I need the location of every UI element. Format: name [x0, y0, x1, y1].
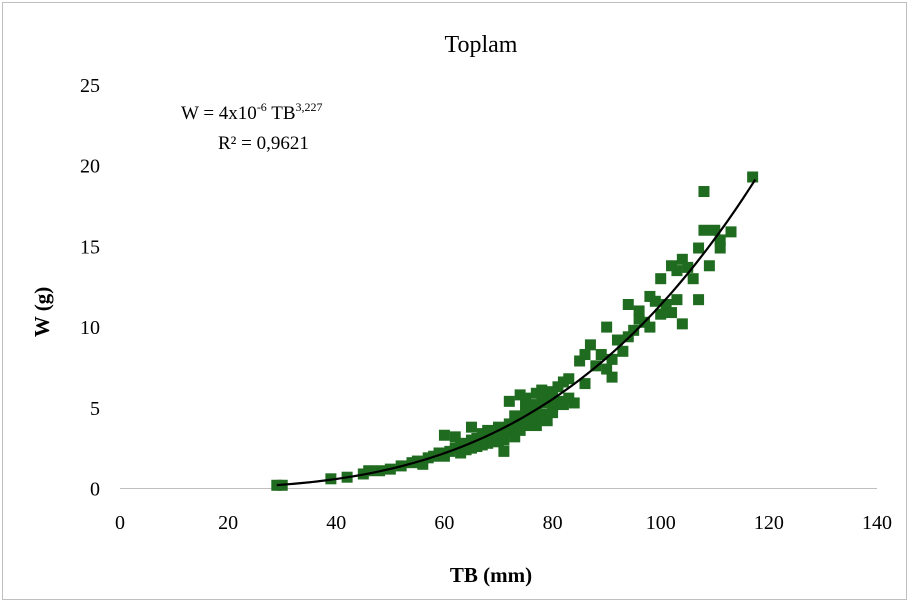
data-point — [503, 395, 515, 407]
data-point — [693, 294, 705, 306]
data-point — [660, 299, 672, 311]
data-point — [606, 371, 618, 383]
data-point — [557, 399, 569, 411]
chart-title: Toplam — [445, 32, 518, 58]
equation-exponent-1: -6 — [257, 100, 267, 114]
data-point — [655, 273, 667, 285]
data-point — [601, 363, 613, 375]
x-tick-label: 0 — [115, 512, 125, 534]
data-point — [617, 345, 629, 357]
data-point — [541, 415, 553, 427]
y-tick-label: 10 — [80, 317, 100, 339]
data-point — [568, 397, 580, 409]
data-point — [714, 242, 726, 254]
data-point — [666, 307, 678, 319]
x-tick-label: 80 — [543, 512, 563, 534]
data-point — [655, 308, 667, 320]
data-point — [693, 242, 705, 254]
data-point — [644, 321, 656, 333]
data-point — [698, 186, 710, 198]
data-point — [579, 349, 591, 361]
y-tick-label: 25 — [80, 75, 100, 97]
r-squared-label: R² = 0,9621 — [218, 133, 309, 154]
data-point — [547, 389, 559, 401]
data-point — [606, 353, 618, 365]
data-point — [725, 226, 737, 238]
y-tick-label: 15 — [80, 236, 100, 258]
y-tick-label: 0 — [90, 479, 100, 501]
data-point — [498, 445, 510, 457]
x-tick-label: 20 — [218, 512, 238, 534]
data-point — [698, 224, 710, 236]
x-axis-label: TB (mm) — [450, 563, 532, 587]
data-point — [498, 434, 510, 446]
y-tick-label: 20 — [80, 156, 100, 178]
equation-prefix: W = 4x10 — [181, 103, 257, 124]
x-tick-label: 120 — [754, 512, 784, 534]
x-tick-label: 140 — [862, 512, 892, 534]
data-point — [687, 273, 699, 285]
x-tick-label: 60 — [434, 512, 454, 534]
y-tick-label: 5 — [90, 398, 100, 420]
data-points — [271, 171, 759, 491]
data-point — [709, 224, 721, 236]
x-tick-label: 100 — [646, 512, 676, 534]
data-point — [509, 431, 521, 443]
data-point — [520, 392, 532, 404]
data-point — [563, 373, 575, 385]
data-point — [682, 261, 694, 273]
data-point — [671, 265, 683, 277]
data-point — [628, 324, 640, 336]
data-point — [579, 378, 591, 390]
data-point — [547, 407, 559, 419]
x-tick-label: 40 — [326, 512, 346, 534]
data-point — [438, 429, 450, 441]
y-tick-labels: 0 5 10 15 20 25 — [80, 75, 100, 501]
trendline-equation: W = 4x10-6 TB3,227 — [181, 100, 323, 124]
x-tick-labels: 0 20 40 60 80 100 120 140 — [115, 512, 892, 534]
data-point — [465, 421, 477, 433]
data-point — [530, 420, 542, 432]
scatter-chart: Toplam 0 5 10 15 20 25 0 20 40 60 80 100 120 140 W =… — [30, 32, 892, 587]
data-point — [574, 355, 586, 367]
data-point — [747, 171, 759, 183]
data-point — [649, 295, 661, 307]
y-axis-label: W (g) — [30, 287, 54, 337]
equation-exponent-2: 3,227 — [296, 100, 323, 114]
data-point — [584, 339, 596, 351]
data-point — [601, 321, 613, 333]
data-point — [536, 408, 548, 420]
data-point — [633, 305, 645, 317]
data-point — [363, 465, 375, 477]
data-point — [611, 334, 623, 346]
trendline — [276, 178, 757, 487]
data-point — [622, 299, 634, 311]
data-point — [714, 234, 726, 246]
data-point — [671, 294, 683, 306]
data-point — [449, 431, 461, 443]
data-point — [676, 318, 688, 330]
data-point — [482, 424, 494, 436]
data-point — [676, 253, 688, 265]
data-point — [417, 458, 429, 470]
data-point — [595, 349, 607, 361]
equation-middle: TB — [267, 103, 296, 124]
data-point — [703, 260, 715, 272]
